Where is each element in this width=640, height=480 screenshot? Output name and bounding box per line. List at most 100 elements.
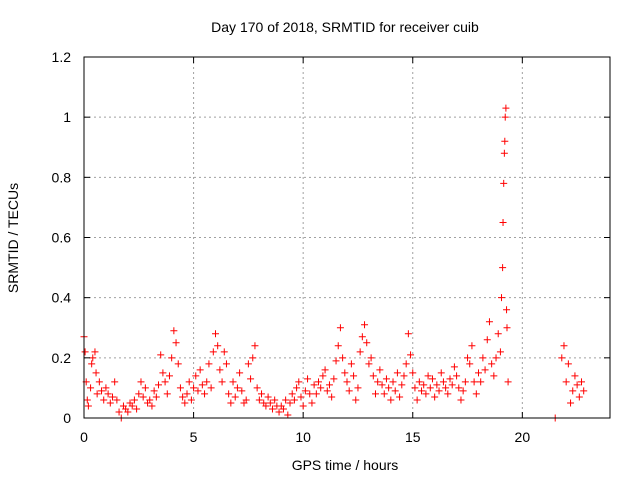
data-point <box>475 369 482 377</box>
data-point <box>498 294 506 302</box>
x-tick-label: 20 <box>515 429 531 445</box>
data-point <box>500 149 508 157</box>
y-tick-label: 0 <box>63 410 71 426</box>
data-point <box>91 348 99 356</box>
data-point <box>457 396 465 404</box>
data-point <box>396 393 404 401</box>
y-tick-label: 0.6 <box>52 230 72 246</box>
data-point <box>262 402 270 410</box>
data-point <box>464 354 472 362</box>
data-point <box>141 384 149 392</box>
data-point <box>192 372 200 380</box>
data-point <box>317 384 325 392</box>
data-point <box>253 384 261 392</box>
data-point <box>332 357 340 365</box>
data-point <box>266 399 274 407</box>
data-point <box>179 393 187 401</box>
data-point <box>308 399 316 407</box>
data-point <box>249 354 257 362</box>
data-point <box>343 378 351 386</box>
data-point <box>459 387 467 395</box>
data-point <box>290 396 298 404</box>
data-point <box>196 366 204 374</box>
data-point <box>205 360 213 368</box>
data-point <box>244 360 252 368</box>
data-point <box>387 396 395 404</box>
data-point <box>336 324 344 332</box>
data-point <box>279 405 287 413</box>
data-point <box>382 375 390 383</box>
data-point <box>393 369 401 377</box>
x-tick-label: 5 <box>190 429 198 445</box>
data-point <box>236 369 244 377</box>
data-point <box>367 354 375 362</box>
data-point <box>282 396 290 404</box>
data-point <box>435 387 443 395</box>
data-point <box>409 369 417 377</box>
data-point <box>380 390 388 398</box>
data-point <box>137 378 145 386</box>
data-point <box>578 378 586 386</box>
data-point <box>174 360 182 368</box>
data-point <box>468 342 476 350</box>
data-point <box>356 348 364 356</box>
data-point <box>108 393 116 401</box>
data-point <box>152 393 160 401</box>
data-point <box>330 375 338 383</box>
data-point <box>163 390 171 398</box>
data-point <box>472 390 480 398</box>
x-axis-label: GPS time / hours <box>292 457 399 473</box>
data-point <box>98 387 106 395</box>
data-point <box>83 396 91 404</box>
data-point <box>560 342 568 350</box>
data-point <box>88 360 96 368</box>
data-point <box>247 375 255 383</box>
data-point <box>413 396 421 404</box>
data-point <box>398 381 406 389</box>
data-point <box>501 113 509 121</box>
data-point <box>341 369 349 377</box>
data-point <box>87 384 95 392</box>
data-point <box>490 372 498 380</box>
y-tick-label: 0.2 <box>52 350 72 366</box>
data-point <box>571 372 579 380</box>
y-tick-label: 1 <box>63 109 71 125</box>
data-point <box>89 354 97 362</box>
data-point <box>225 390 233 398</box>
data-point <box>325 381 333 389</box>
chart-title: Day 170 of 2018, SRMTID for receiver cui… <box>211 19 479 35</box>
data-point <box>102 384 110 392</box>
data-point <box>295 378 303 386</box>
data-point <box>575 393 583 401</box>
data-point <box>347 360 355 368</box>
data-point <box>477 378 485 386</box>
data-point <box>220 348 228 356</box>
data-point <box>93 390 101 398</box>
data-point <box>181 399 189 407</box>
data-point <box>100 396 108 404</box>
data-point <box>288 390 296 398</box>
data-point <box>496 348 504 356</box>
data-point <box>350 372 358 380</box>
data-point <box>264 393 272 401</box>
grid-layer <box>84 57 610 418</box>
data-point <box>201 390 209 398</box>
data-point <box>385 384 393 392</box>
data-point <box>106 399 114 407</box>
y-axis-label: SRMTID / TECUs <box>5 183 21 293</box>
data-point <box>407 351 415 359</box>
data-point <box>271 396 279 404</box>
data-point <box>483 336 491 344</box>
data-point <box>400 372 408 380</box>
data-point <box>139 393 147 401</box>
data-point <box>503 306 511 314</box>
data-point <box>124 408 132 416</box>
data-point <box>404 330 412 338</box>
data-point <box>229 378 237 386</box>
data-point <box>485 318 493 326</box>
data-point <box>176 384 184 392</box>
data-point <box>233 384 241 392</box>
data-point <box>218 378 226 386</box>
data-point <box>242 396 250 404</box>
data-point <box>84 402 92 410</box>
